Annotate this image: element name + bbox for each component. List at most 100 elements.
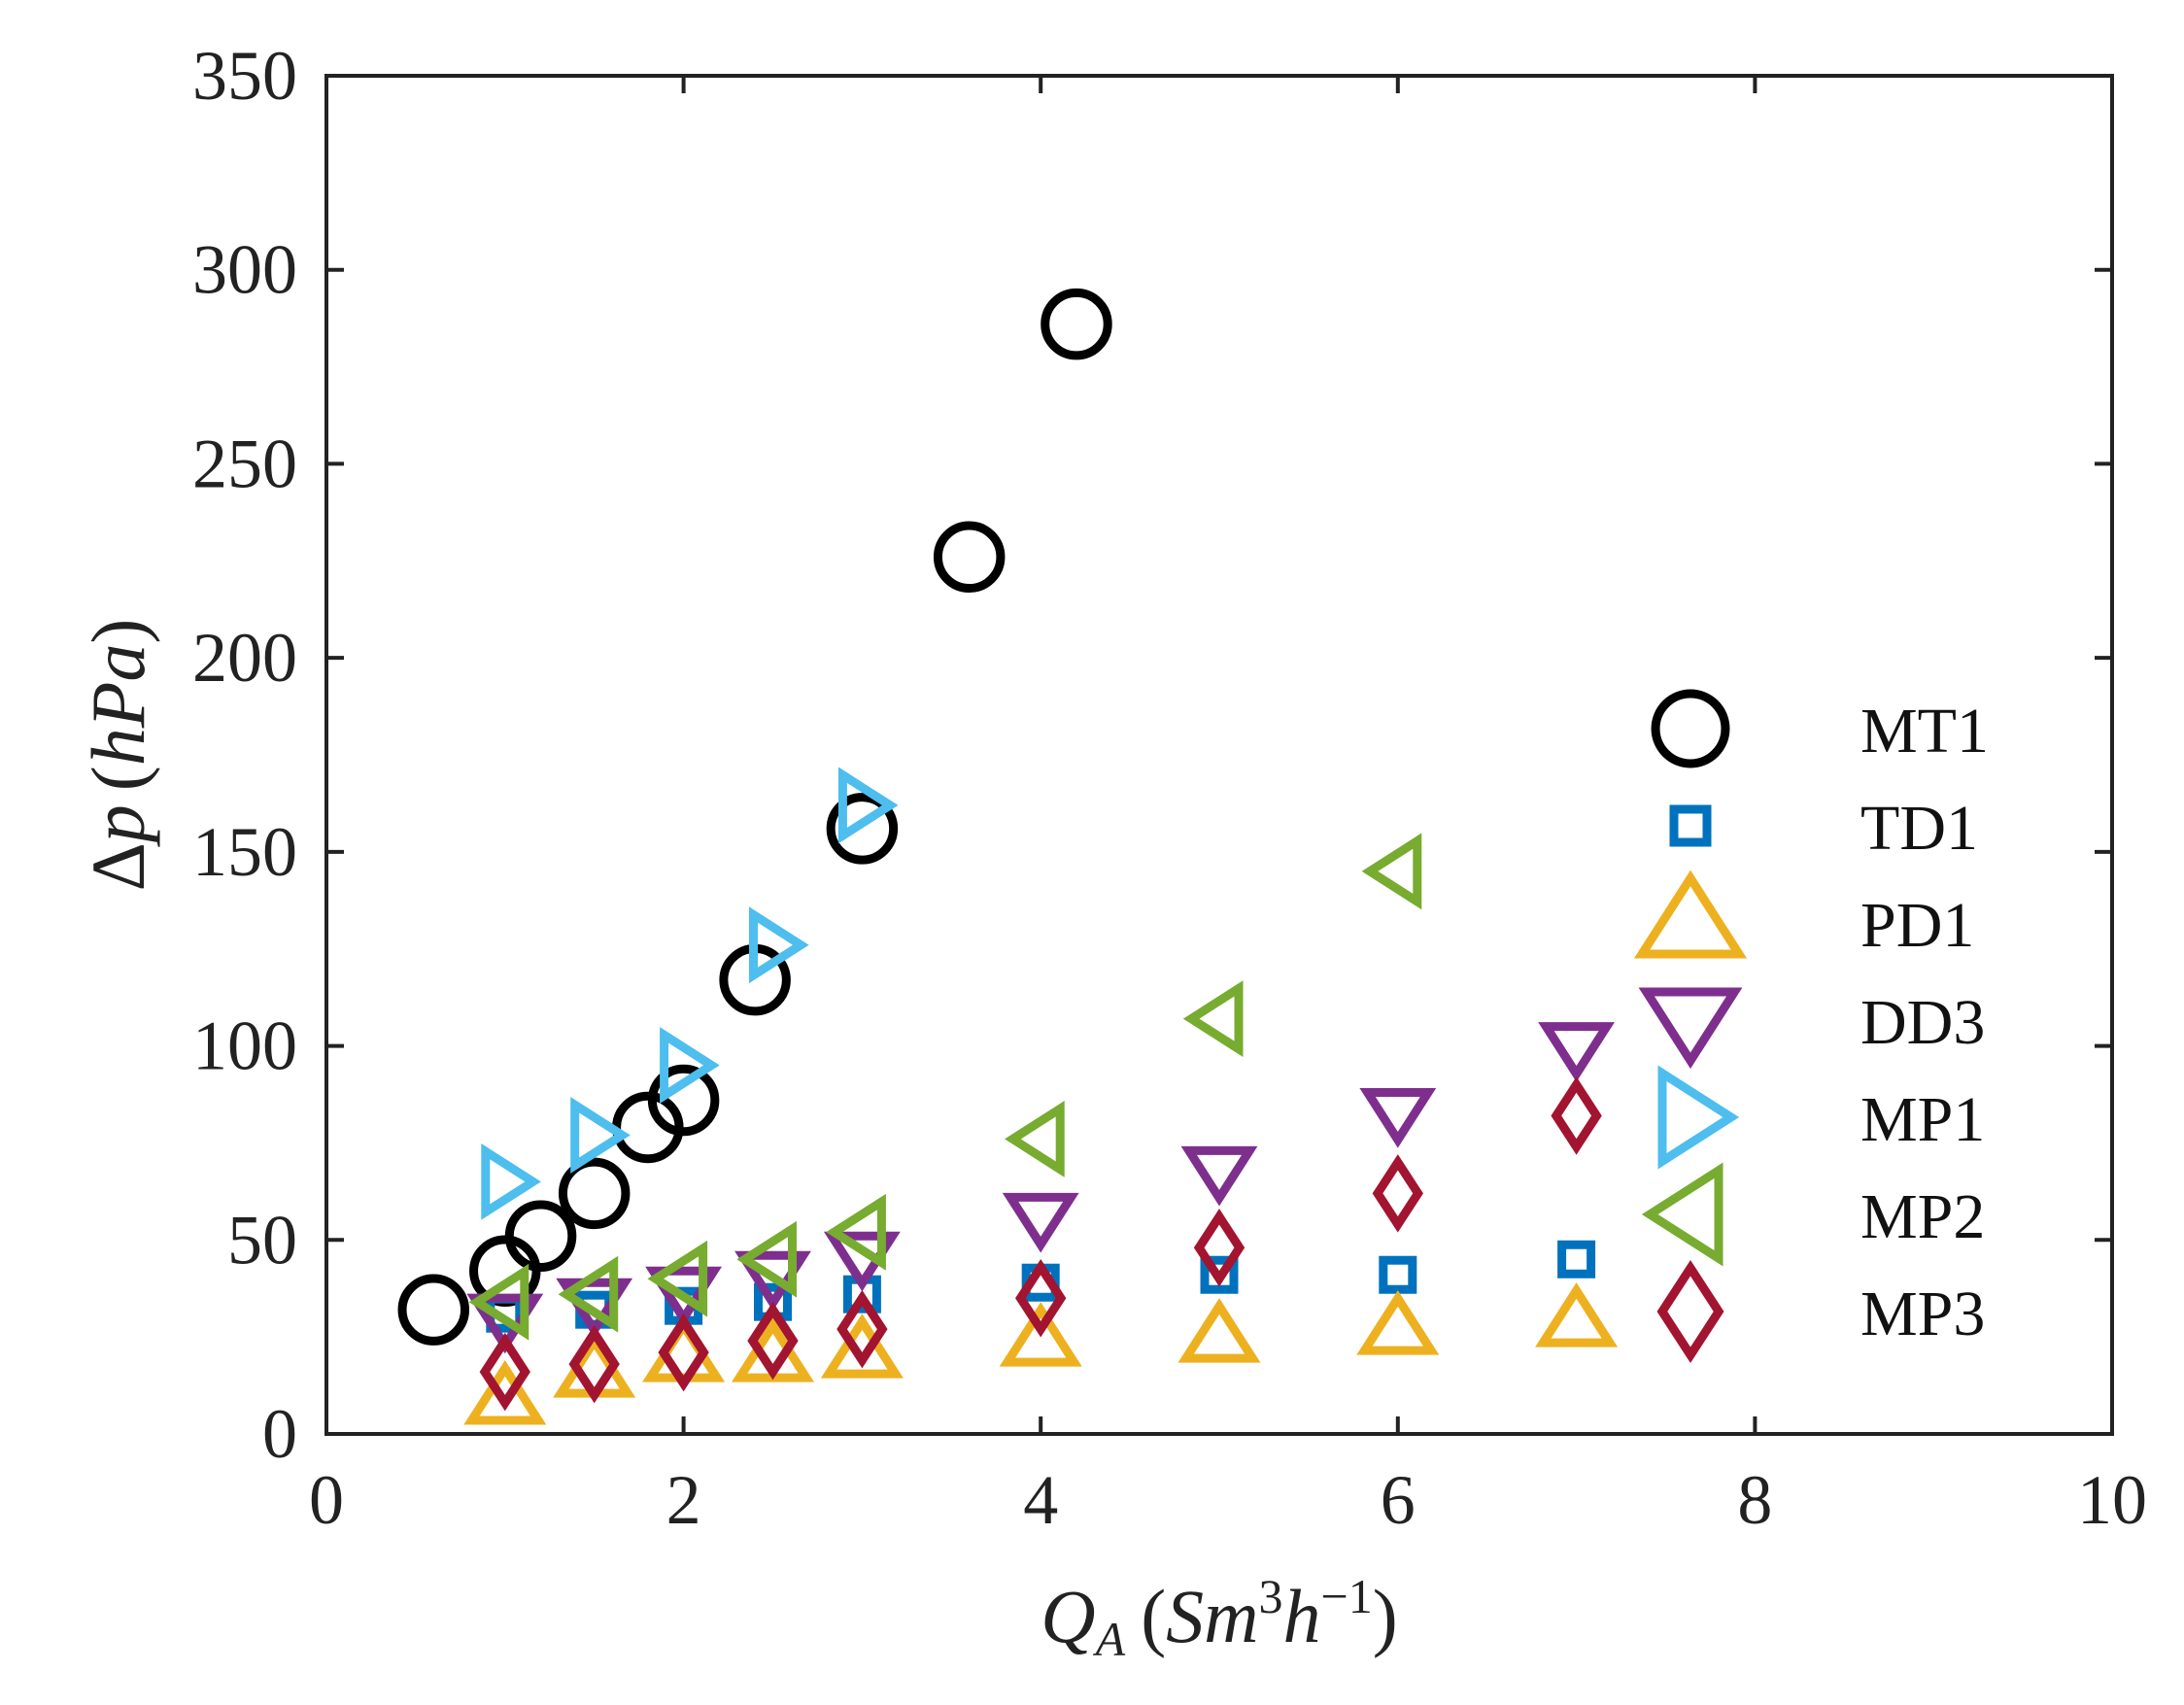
- y-tick-label: 250: [192, 425, 297, 502]
- legend-marker-mp2: [1641, 1162, 1723, 1267]
- data-point-mt1: [933, 521, 1006, 594]
- data-point-mp1: [837, 767, 899, 844]
- legend-label-dd3: DD3: [1860, 987, 1985, 1058]
- data-point-mt1: [1041, 288, 1112, 360]
- legend-label-mp1: MP1: [1860, 1084, 1985, 1155]
- data-point-mp1: [660, 1027, 720, 1104]
- legend-entry-mp1: MP1: [1657, 1065, 1985, 1170]
- data-point-pd1: [1535, 1282, 1619, 1347]
- data-point-mt1: [504, 1200, 577, 1273]
- data-point-dd3: [1002, 1192, 1079, 1253]
- data-point-mp3: [568, 1324, 620, 1404]
- data-point-mp3: [479, 1332, 530, 1412]
- legend-entry-td1: TD1: [1669, 793, 1978, 864]
- legend-entry-mp2: MP2: [1641, 1162, 1985, 1267]
- data-point-pd1: [463, 1360, 547, 1425]
- legend-marker-dd3: [1638, 987, 1743, 1070]
- y-tick-label: 0: [262, 1395, 297, 1473]
- legend-label-mt1: MT1: [1860, 696, 1989, 767]
- y-axis-symbol: Δ: [76, 842, 160, 891]
- y-axis-unit: hPa: [76, 644, 160, 767]
- plot-area-background: [326, 76, 2112, 1434]
- y-axis-unit-open: (: [76, 766, 160, 791]
- x-tick-label: 6: [1381, 1461, 1416, 1539]
- data-point-mp3: [1551, 1076, 1602, 1155]
- x-tick-label: 2: [666, 1461, 701, 1539]
- data-point-mp3: [836, 1289, 888, 1369]
- legend-entry-mt1: MT1: [1651, 689, 1989, 768]
- x-axis-symbol: Q: [1041, 1574, 1095, 1658]
- data-point-mp2: [736, 1220, 797, 1298]
- y-axis-title: Δp (hPa): [76, 619, 160, 892]
- data-point-dd3: [1359, 1087, 1437, 1148]
- axes: [324, 74, 2114, 1436]
- data-point-mp2: [558, 1255, 619, 1333]
- data-point-mp3: [1015, 1258, 1067, 1338]
- data-point-td1: [1379, 1255, 1417, 1294]
- x-axis-title: QA (Sm3h−1): [1041, 1569, 1397, 1666]
- data-markers: [397, 288, 1619, 1425]
- data-point-mp1: [749, 906, 809, 984]
- data-point-mt1: [647, 1064, 720, 1137]
- legend: MT1 TD1 PD1 DD3 MP1 MP2 MP3: [1633, 689, 1989, 1364]
- data-point-pd1: [820, 1313, 904, 1379]
- plot-frame: [324, 74, 2114, 1436]
- x-axis-subscript: A: [1093, 1612, 1126, 1666]
- data-point-mp2: [1005, 1101, 1065, 1177]
- series-mp3: [479, 1076, 1602, 1412]
- x-axis-unit-letter2: h: [1283, 1574, 1321, 1658]
- data-point-td1: [1557, 1240, 1596, 1279]
- x-tick-label: 8: [1737, 1461, 1772, 1539]
- y-tick-label: 50: [227, 1201, 297, 1279]
- series-mp1: [481, 767, 899, 1220]
- data-point-mp3: [658, 1313, 709, 1392]
- data-point-mp2: [468, 1263, 529, 1341]
- x-axis-unit-exp2: −1: [1321, 1569, 1373, 1623]
- data-point-pd1: [1356, 1290, 1440, 1355]
- x-axis-unit-exp1: 3: [1259, 1569, 1283, 1623]
- data-point-mp1: [570, 1097, 631, 1174]
- data-point-mp2: [826, 1193, 886, 1271]
- y-axis-unit-close: ): [76, 619, 160, 644]
- data-point-mp3: [1372, 1154, 1423, 1233]
- legend-marker-pd1: [1633, 870, 1748, 959]
- x-axis-unit-open: (: [1141, 1574, 1166, 1658]
- series-mp2: [468, 833, 1422, 1341]
- data-point-td1: [1200, 1255, 1239, 1294]
- legend-marker-mp3: [1656, 1259, 1724, 1364]
- y-tick-label: 150: [192, 813, 297, 891]
- legend-label-td1: TD1: [1860, 793, 1978, 864]
- x-tick-label: 4: [1023, 1461, 1058, 1539]
- data-point-mp2: [647, 1240, 708, 1317]
- x-tick-label: 10: [2077, 1461, 2147, 1539]
- x-axis-unit-letter1: Sm: [1166, 1574, 1258, 1658]
- data-point-dd3: [1180, 1145, 1258, 1207]
- data-point-mt1: [397, 1274, 470, 1346]
- legend-marker-mp1: [1657, 1065, 1740, 1170]
- legend-entry-pd1: PD1: [1633, 870, 1974, 961]
- y-tick-label: 100: [192, 1007, 297, 1085]
- data-point-mt1: [558, 1157, 631, 1230]
- data-point-mp3: [747, 1301, 799, 1381]
- x-axis-unit-close: ): [1373, 1574, 1398, 1658]
- data-point-pd1: [999, 1302, 1082, 1367]
- legend-label-pd1: PD1: [1860, 890, 1974, 961]
- data-point-mp1: [481, 1142, 541, 1220]
- y-tick-label: 300: [192, 231, 297, 309]
- data-point-pd1: [1177, 1298, 1261, 1363]
- data-point-dd3: [1538, 1022, 1616, 1082]
- data-point-mp2: [1182, 980, 1244, 1058]
- legend-label-mp2: MP2: [1860, 1181, 1985, 1252]
- legend-label-mp3: MP3: [1860, 1279, 1985, 1349]
- y-tick-label: 200: [192, 619, 297, 697]
- legend-marker-mt1: [1651, 689, 1730, 768]
- data-point-mp3: [1193, 1209, 1246, 1287]
- legend-marker-td1: [1669, 804, 1712, 847]
- legend-entry-dd3: DD3: [1638, 987, 1985, 1070]
- data-point-mt1: [826, 793, 899, 865]
- y-axis-variable: p: [76, 804, 160, 847]
- legend-entry-mp3: MP3: [1656, 1259, 1985, 1364]
- x-tick-label: 0: [309, 1461, 344, 1539]
